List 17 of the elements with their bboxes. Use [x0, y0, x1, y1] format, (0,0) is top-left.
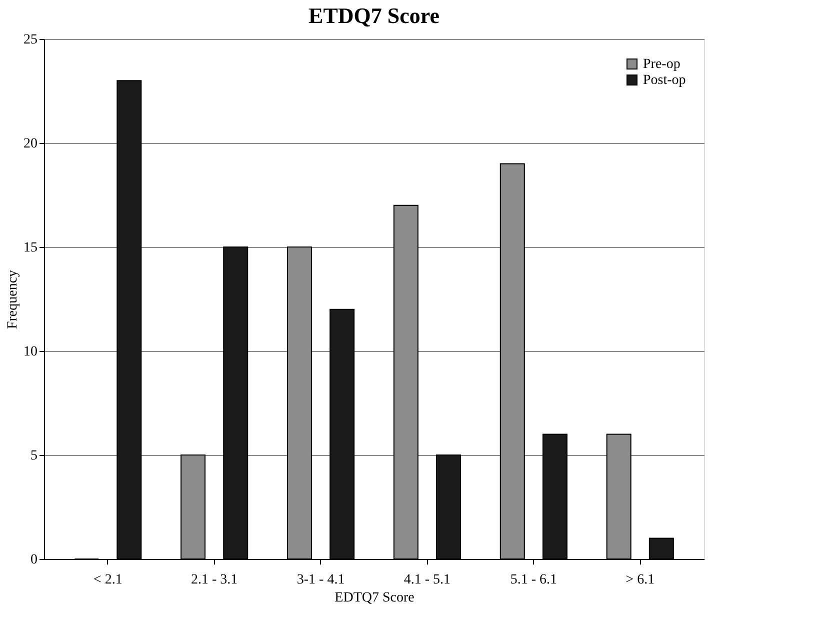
x-tick-label: 3-1 - 4.1 — [296, 572, 345, 588]
x-tick-label: 2.1 - 3.1 — [190, 572, 238, 588]
y-tick-label: 0 — [30, 552, 38, 568]
y-tick-label: 5 — [30, 448, 38, 464]
x-tick-label: 5.1 - 6.1 — [510, 572, 558, 588]
y-tick-label: 20 — [24, 136, 38, 152]
y-axis-title: Frequency — [6, 270, 20, 330]
y-tick-label: 25 — [24, 32, 38, 48]
legend-label: Pre-op — [643, 57, 680, 72]
x-tick-label: 4.1 - 5.1 — [404, 572, 451, 588]
x-tick-label: > 6.1 — [626, 572, 655, 588]
legend-label: Post-op — [643, 73, 686, 88]
x-tick-label: < 2.1 — [93, 572, 122, 588]
y-tick-label: 10 — [24, 344, 38, 360]
y-tick-label: 15 — [24, 240, 38, 256]
x-axis-title: EDTQ7 Score — [334, 590, 414, 606]
chart-title: ETDQ7 Score — [308, 3, 440, 28]
